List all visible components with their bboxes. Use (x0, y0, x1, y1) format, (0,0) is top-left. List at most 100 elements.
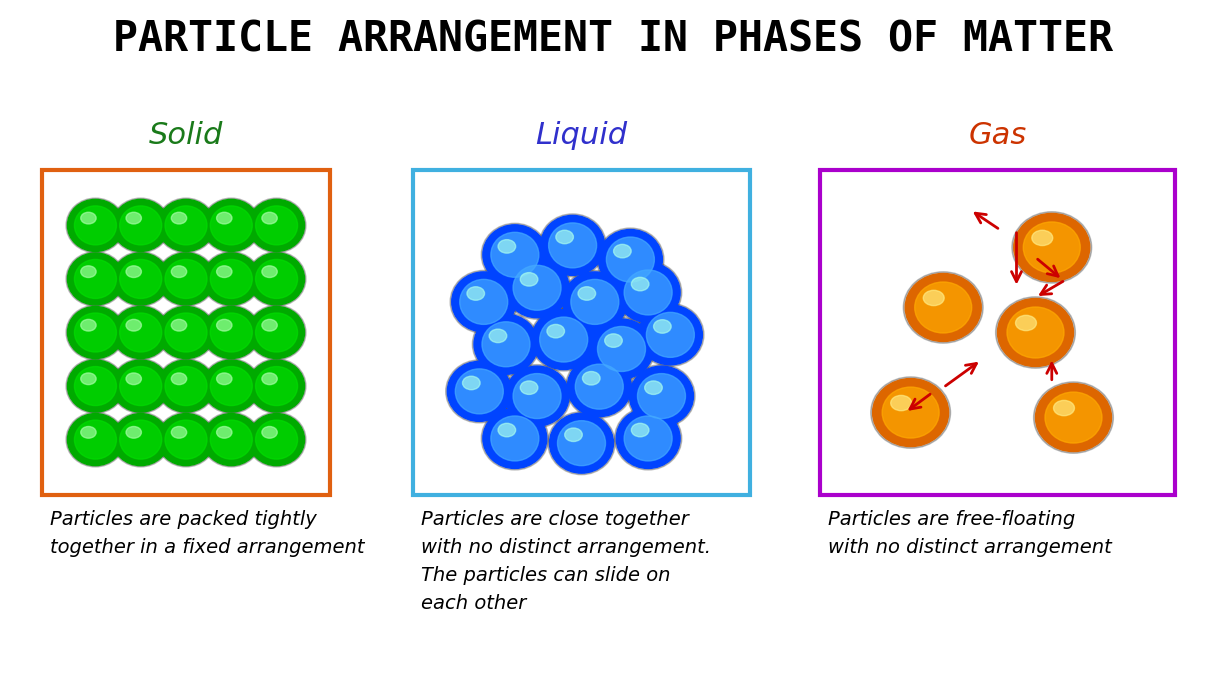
Ellipse shape (624, 270, 672, 315)
Ellipse shape (120, 313, 162, 352)
Ellipse shape (904, 272, 983, 343)
Ellipse shape (565, 355, 633, 418)
Ellipse shape (126, 426, 141, 438)
Ellipse shape (628, 365, 695, 428)
Ellipse shape (905, 274, 981, 342)
Ellipse shape (482, 322, 530, 367)
Ellipse shape (255, 367, 298, 405)
Ellipse shape (639, 305, 702, 365)
Ellipse shape (530, 308, 597, 371)
Ellipse shape (204, 360, 259, 412)
Ellipse shape (498, 239, 516, 253)
Ellipse shape (126, 266, 141, 277)
Ellipse shape (262, 373, 277, 384)
Text: Particles are close together
with no distinct arrangement.
The particles can sli: Particles are close together with no dis… (421, 510, 711, 613)
Text: Solid: Solid (148, 120, 223, 150)
Ellipse shape (1034, 382, 1113, 454)
Ellipse shape (67, 414, 124, 466)
Ellipse shape (915, 282, 972, 333)
Ellipse shape (157, 198, 216, 253)
Ellipse shape (1014, 214, 1090, 281)
Ellipse shape (547, 324, 564, 338)
Ellipse shape (217, 319, 232, 331)
Ellipse shape (490, 416, 539, 461)
Ellipse shape (157, 305, 216, 360)
Ellipse shape (532, 309, 596, 370)
Ellipse shape (490, 232, 539, 277)
Ellipse shape (636, 303, 704, 366)
Ellipse shape (262, 426, 277, 438)
Text: Gas: Gas (969, 120, 1026, 150)
Ellipse shape (262, 319, 277, 331)
Ellipse shape (588, 318, 655, 381)
Ellipse shape (870, 377, 950, 448)
Ellipse shape (66, 305, 125, 360)
Ellipse shape (613, 244, 631, 258)
Ellipse shape (248, 251, 306, 306)
Ellipse shape (539, 214, 606, 277)
Ellipse shape (172, 373, 186, 384)
Ellipse shape (474, 314, 538, 374)
Ellipse shape (217, 373, 232, 384)
Bar (820, 170, 1175, 495)
Ellipse shape (520, 272, 538, 286)
Ellipse shape (505, 258, 569, 318)
Ellipse shape (483, 225, 547, 285)
Ellipse shape (202, 359, 261, 414)
Ellipse shape (157, 251, 216, 306)
Ellipse shape (571, 279, 619, 324)
Ellipse shape (249, 253, 304, 305)
Ellipse shape (211, 420, 253, 459)
Ellipse shape (204, 199, 259, 251)
Ellipse shape (482, 407, 548, 470)
Ellipse shape (631, 277, 649, 290)
Ellipse shape (249, 414, 304, 466)
Ellipse shape (248, 359, 306, 414)
Ellipse shape (126, 212, 141, 224)
Ellipse shape (504, 365, 570, 428)
Ellipse shape (113, 199, 169, 251)
Ellipse shape (1032, 230, 1053, 246)
Ellipse shape (577, 287, 596, 300)
Ellipse shape (75, 420, 116, 459)
Ellipse shape (255, 313, 298, 352)
Ellipse shape (923, 290, 944, 306)
Ellipse shape (563, 272, 626, 332)
Ellipse shape (113, 307, 169, 358)
Ellipse shape (166, 420, 207, 459)
Ellipse shape (158, 307, 215, 358)
Ellipse shape (249, 199, 304, 251)
Ellipse shape (204, 414, 259, 466)
Ellipse shape (575, 364, 623, 409)
Ellipse shape (460, 279, 508, 324)
Ellipse shape (1011, 211, 1091, 283)
Ellipse shape (67, 199, 124, 251)
Ellipse shape (66, 412, 125, 467)
Ellipse shape (166, 367, 207, 405)
Ellipse shape (604, 334, 623, 347)
Ellipse shape (67, 253, 124, 305)
Ellipse shape (447, 361, 511, 421)
Ellipse shape (211, 313, 253, 352)
Ellipse shape (539, 317, 587, 362)
Ellipse shape (607, 237, 655, 282)
Ellipse shape (262, 212, 277, 224)
Ellipse shape (120, 420, 162, 459)
Ellipse shape (455, 369, 504, 414)
Ellipse shape (505, 366, 569, 426)
Ellipse shape (126, 373, 141, 384)
Ellipse shape (158, 414, 215, 466)
Ellipse shape (112, 305, 170, 360)
Ellipse shape (172, 212, 186, 224)
Ellipse shape (541, 216, 604, 275)
Ellipse shape (204, 253, 259, 305)
Ellipse shape (255, 420, 298, 459)
Text: Liquid: Liquid (536, 120, 628, 150)
Ellipse shape (211, 206, 253, 245)
Ellipse shape (67, 307, 124, 358)
Ellipse shape (66, 359, 125, 414)
Ellipse shape (217, 266, 232, 277)
Ellipse shape (81, 373, 96, 384)
Ellipse shape (66, 198, 125, 253)
Ellipse shape (172, 426, 186, 438)
